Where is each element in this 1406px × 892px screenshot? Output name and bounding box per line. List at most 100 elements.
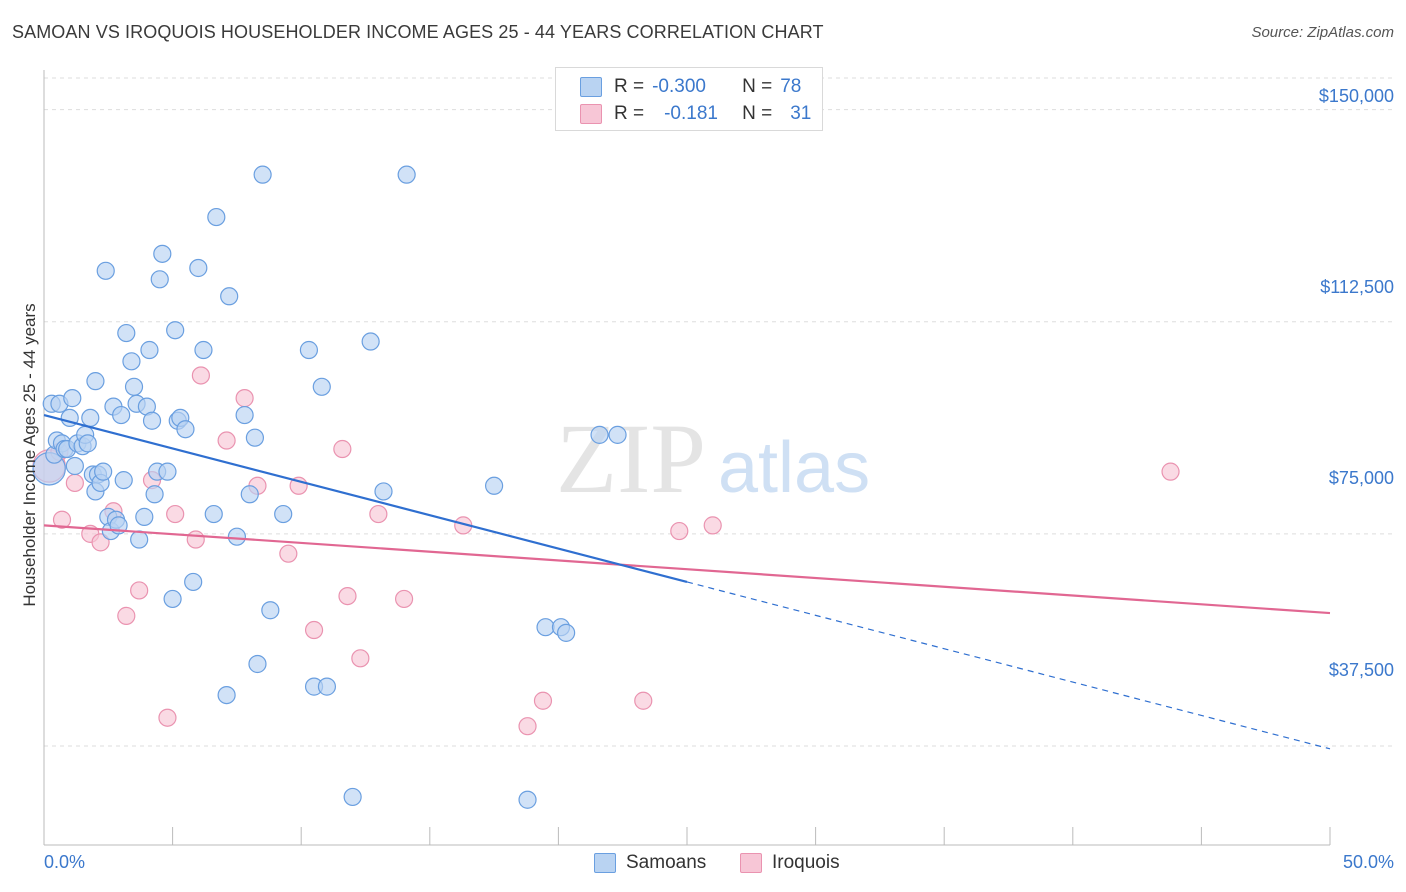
samoans-point: [65, 456, 84, 476]
samoans-point: [245, 428, 265, 447]
samoans-point: [184, 572, 203, 592]
samoans-point: [227, 527, 246, 546]
iroquois-point: [703, 516, 722, 535]
iroquois-point: [634, 691, 653, 710]
legend-samoans-r-value: -0.300: [652, 76, 706, 97]
samoans-point: [114, 471, 133, 490]
y-tick-label-75000: $75,000: [1328, 468, 1394, 488]
samoans-point: [536, 618, 555, 637]
chart-source: Source: ZipAtlas.com: [1251, 24, 1394, 41]
samoans-point: [207, 207, 226, 227]
iroquois-point: [191, 366, 210, 385]
samoans-point: [78, 434, 97, 453]
samoans-point: [312, 377, 331, 396]
samoans-point: [518, 790, 537, 809]
samoans-point: [166, 321, 185, 340]
iroquois-point: [394, 589, 414, 609]
iroquois-trend-line: [43, 524, 1331, 615]
legend-samoans-n-label: N =: [742, 76, 773, 97]
samoans-swatch: [580, 77, 602, 97]
samoans-point: [158, 462, 177, 481]
samoans-point: [86, 372, 105, 391]
legend-samoans-r-label: R =: [614, 76, 645, 97]
samoans-point: [261, 601, 280, 620]
iroquois-point: [369, 504, 388, 524]
samoans-point: [112, 405, 131, 425]
correlation-legend: R = -0.300 N = 78 R = -0.181 N = 31: [555, 67, 823, 131]
iroquois-point: [117, 606, 136, 625]
iroquois-point: [304, 620, 324, 640]
samoans-point: [248, 654, 267, 674]
iroquois-point: [1161, 462, 1180, 481]
samoans-point: [117, 323, 136, 343]
samoans-point: [153, 244, 172, 263]
samoans-point: [94, 462, 113, 481]
samoans-point: [124, 377, 144, 396]
samoans-point: [217, 685, 236, 705]
legend-row-samoans: R = -0.300 N = 78: [580, 74, 801, 100]
samoans-point: [317, 677, 337, 696]
samoans-point: [135, 507, 154, 526]
samoans-point: [235, 405, 254, 425]
samoans-point: [189, 258, 208, 278]
bottom-legend-iroquois-label: Iroquois: [772, 852, 840, 873]
y-tick-label-150000: $150,000: [1318, 86, 1394, 106]
samoans-point: [608, 425, 627, 444]
samoans-point: [397, 165, 416, 184]
iroquois-point: [130, 581, 149, 600]
iroquois-point: [338, 586, 357, 606]
samoans-point: [374, 482, 393, 501]
legend-iroquois-r-label: R =: [614, 103, 645, 124]
watermark-atlas: atlas: [718, 428, 870, 508]
samoans-point: [253, 165, 272, 184]
bottom-iroquois-swatch: [740, 853, 762, 873]
samoans-point: [81, 408, 100, 428]
bottom-legend-samoans: Samoans: [594, 852, 706, 874]
bottom-samoans-swatch: [594, 853, 616, 873]
samoans-point: [140, 340, 159, 360]
trend-lines: [43, 414, 1331, 750]
iroquois-point: [333, 439, 352, 459]
iroquois-point: [186, 530, 205, 549]
iroquois-point: [91, 533, 110, 552]
watermark-zip: ZIP: [556, 403, 706, 514]
bottom-legend-samoans-label: Samoans: [626, 852, 707, 873]
legend-row-iroquois: R = -0.181 N = 31: [580, 101, 811, 127]
iroquois-swatch: [580, 104, 602, 124]
iroquois-point: [166, 504, 185, 524]
samoans-point: [220, 287, 239, 306]
iroquois-point: [52, 510, 72, 529]
samoans-point: [361, 332, 380, 351]
samoans-point: [96, 261, 115, 280]
legend-iroquois-n-label: N =: [742, 103, 773, 124]
samoans-point: [343, 787, 362, 807]
samoans-point: [150, 270, 169, 289]
iroquois-point: [235, 389, 254, 408]
legend-iroquois-n-value: 31: [790, 103, 812, 124]
axes: [43, 70, 1331, 846]
samoans-point: [240, 485, 259, 504]
chart-title: SAMOAN VS IROQUOIS HOUSEHOLDER INCOME AG…: [12, 22, 824, 42]
iroquois-point: [670, 521, 689, 541]
samoans-point: [122, 352, 141, 371]
legend-samoans-n-value: 78: [780, 76, 802, 97]
samoans-point: [204, 504, 223, 524]
x-tick-label-max: 50.0%: [1342, 852, 1394, 872]
x-tick-label-min: 0.0%: [44, 852, 86, 872]
iroquois-point: [217, 431, 236, 450]
samoans-point: [176, 420, 195, 439]
samoans-point: [590, 425, 609, 444]
iroquois-point: [279, 544, 298, 563]
samoans-points: [32, 165, 627, 809]
watermark: ZIP atlas: [556, 403, 870, 514]
iroquois-point: [351, 649, 370, 668]
samoans-point: [63, 389, 82, 408]
y-axis-title: Householder Income Ages 25 - 44 years: [20, 303, 39, 607]
samoans-point: [194, 340, 213, 360]
samoans-point: [274, 504, 293, 524]
samoans-point: [145, 485, 164, 504]
samoans-trend-line: [43, 414, 688, 584]
iroquois-point: [518, 717, 537, 736]
samoans-point: [557, 623, 576, 642]
